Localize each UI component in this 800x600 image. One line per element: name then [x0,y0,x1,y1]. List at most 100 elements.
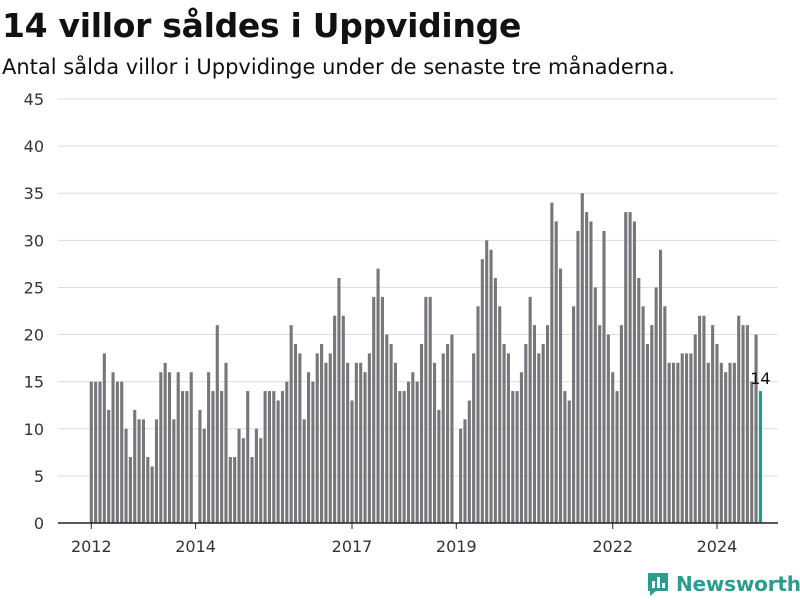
bar [159,372,163,523]
bar [419,343,424,523]
bar [263,391,267,523]
bar [398,391,402,523]
bar [515,391,519,523]
bar [328,353,332,523]
bar [215,325,219,523]
bar [724,372,728,523]
bar [233,457,237,523]
bar [745,325,749,523]
bar [272,391,276,523]
bar [650,325,654,523]
bar [141,419,145,523]
bar [146,457,150,523]
bar [593,287,597,523]
bar [350,400,354,523]
bar [589,221,593,524]
bar [176,372,180,523]
bar [341,315,345,523]
x-tick-label: 2017 [332,537,373,556]
bar [211,391,215,523]
newsworthy-icon [648,573,668,596]
bar [276,400,280,523]
bar [585,212,589,523]
bar [693,334,697,523]
bar [676,362,680,523]
bar [645,343,650,523]
chart-title: 14 villor såldes i Uppvidinge [2,6,522,45]
y-tick-label: 25 [24,278,44,297]
bar [237,428,241,523]
bar [715,343,719,523]
bar [598,325,602,523]
bar [671,362,676,523]
bar [711,325,715,523]
bar [702,315,706,523]
bar [98,381,102,523]
bar [615,391,619,523]
bar [250,457,254,523]
bar [554,221,558,524]
bar [559,268,563,523]
bar [563,391,567,523]
y-tick-label: 40 [24,137,44,156]
bar [689,353,693,523]
bar [389,343,393,523]
bar [654,287,658,523]
bar [302,419,306,523]
bar [180,391,185,523]
bar [572,306,576,523]
x-tick-label: 2022 [592,537,633,556]
x-axis: 2012 2014 2017 2019 2022 2024 [58,522,778,556]
bar [372,296,376,523]
bar [315,353,319,523]
bar [137,419,141,523]
bar [307,372,311,523]
bar [502,343,506,523]
bar [406,381,411,523]
bar [728,362,732,523]
bar [189,372,193,523]
bar [628,212,632,523]
grid-lines [58,98,778,477]
bar [202,428,206,523]
annotations: 14 [750,369,770,388]
bar [111,372,115,523]
bar [524,343,528,523]
bar [706,362,710,523]
bar [128,457,132,523]
bar [541,343,545,523]
y-tick-label: 0 [34,514,44,533]
bar [737,315,741,523]
bar [298,353,302,523]
bar [550,202,554,523]
bar [532,325,537,523]
bar [476,306,480,523]
bar [624,212,628,523]
bar [463,419,467,523]
bar [337,278,341,523]
bar [441,353,445,523]
bar [124,428,128,523]
bar [680,353,684,523]
bar [685,353,689,523]
bar [493,278,497,523]
bar [606,334,610,523]
bar [698,315,702,523]
bar [511,391,515,523]
newsworthy-logo: Newsworthy [646,570,800,598]
bar [480,259,484,523]
bar [641,306,645,523]
bar [185,391,189,523]
bar [207,372,211,523]
bar [115,381,119,523]
bar [663,306,667,523]
bar [489,249,493,523]
bar [241,438,245,523]
y-tick-label: 30 [24,231,44,250]
bar [324,362,328,523]
bar [446,343,450,523]
bar [359,362,363,523]
bar [385,334,389,523]
bar [346,362,350,523]
